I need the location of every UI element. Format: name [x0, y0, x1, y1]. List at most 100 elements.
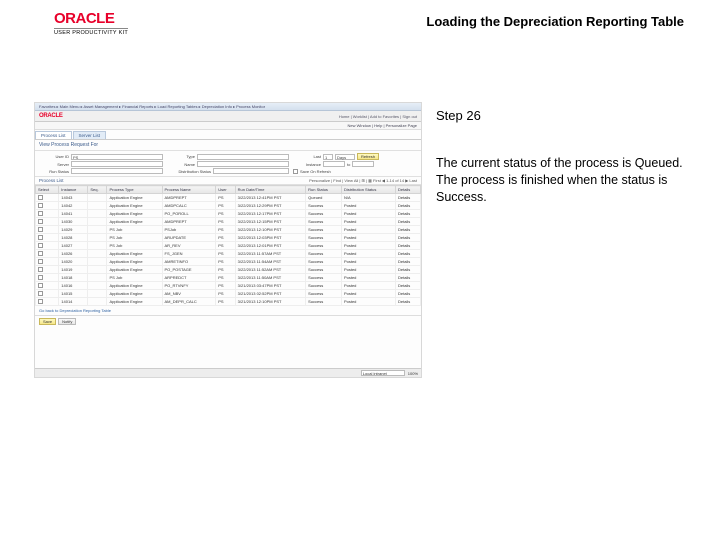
- goback-link[interactable]: Go back to Depreciation Reporting Table: [35, 306, 421, 315]
- cell-details[interactable]: Details: [396, 250, 421, 258]
- userid-input[interactable]: PS: [71, 154, 163, 160]
- cell-select[interactable]: [36, 202, 59, 210]
- cell-select[interactable]: [36, 234, 59, 242]
- filter-section-title: View Process Request For: [35, 140, 421, 151]
- cell-details[interactable]: Details: [396, 218, 421, 226]
- cell-details[interactable]: Details: [396, 202, 421, 210]
- cell-instance[interactable]: 14041: [59, 210, 88, 218]
- cell-details[interactable]: Details: [396, 234, 421, 242]
- cell-dstatus: Posted: [341, 274, 395, 282]
- cell-ptype: Application Engine: [107, 266, 162, 274]
- cell-select[interactable]: [36, 242, 59, 250]
- diststatus-select[interactable]: [213, 168, 289, 174]
- cell-select[interactable]: [36, 218, 59, 226]
- cell-pname: FS_JGEN: [162, 250, 216, 258]
- col-ptype: Process Type: [107, 186, 162, 194]
- cell-details[interactable]: Details: [396, 266, 421, 274]
- cell-rstatus: Success: [306, 234, 342, 242]
- cell-details[interactable]: Details: [396, 290, 421, 298]
- cell-instance[interactable]: 14014: [59, 298, 88, 306]
- cell-instance[interactable]: 14016: [59, 282, 88, 290]
- cell-instance[interactable]: 14042: [59, 202, 88, 210]
- cell-user: PS: [216, 202, 235, 210]
- table-row: 14019Application EnginePO_POSTAGEPS3/22/…: [36, 266, 421, 274]
- cell-select[interactable]: [36, 282, 59, 290]
- window-tools-bar[interactable]: New Window | Help | Personalize Page: [35, 122, 421, 130]
- app-oracle-logo: ORACLE: [39, 113, 63, 119]
- table-header-row: Select Instance Seq. Process Type Proces…: [36, 186, 421, 194]
- cell-details[interactable]: Details: [396, 210, 421, 218]
- cell-ptype: PS Job: [107, 234, 162, 242]
- cell-details[interactable]: Details: [396, 282, 421, 290]
- cell-seq: [88, 290, 107, 298]
- table-row: 14028PS JobARUPDATEPS3/22/2013 12:03PM P…: [36, 234, 421, 242]
- cell-pname: AMDPREPT: [162, 218, 216, 226]
- type-select[interactable]: [197, 154, 289, 160]
- cell-select[interactable]: [36, 210, 59, 218]
- cell-user: PS: [216, 250, 235, 258]
- last-unit-select[interactable]: Days: [335, 154, 355, 160]
- cell-rstatus: Success: [306, 290, 342, 298]
- cell-details[interactable]: Details: [396, 274, 421, 282]
- notify-button[interactable]: Notify: [58, 318, 76, 325]
- cell-rstatus: Success: [306, 210, 342, 218]
- server-select[interactable]: [71, 161, 163, 167]
- table-row: 14015Application EngineAM_NBVPS3/21/2013…: [36, 290, 421, 298]
- cell-seq: [88, 250, 107, 258]
- refresh-button[interactable]: Refresh: [357, 153, 379, 160]
- cell-select[interactable]: [36, 274, 59, 282]
- cell-details[interactable]: Details: [396, 298, 421, 306]
- save-on-refresh-checkbox[interactable]: [293, 169, 298, 174]
- cell-details[interactable]: Details: [396, 258, 421, 266]
- cell-rundt: 3/21/2013 02:52PM PST: [235, 290, 305, 298]
- runstatus-select[interactable]: [71, 168, 163, 174]
- cell-dstatus: Posted: [341, 282, 395, 290]
- cell-instance[interactable]: 14027: [59, 242, 88, 250]
- cell-rstatus: Success: [306, 250, 342, 258]
- last-value-input[interactable]: 1: [323, 154, 333, 160]
- table-row: 14041Application EnginePO_POROLLPS3/22/2…: [36, 210, 421, 218]
- instance-to-input[interactable]: [352, 161, 374, 167]
- cell-select[interactable]: [36, 266, 59, 274]
- cell-instance[interactable]: 14018: [59, 274, 88, 282]
- cell-select[interactable]: [36, 250, 59, 258]
- cell-dstatus: Posted: [341, 226, 395, 234]
- process-list-header: Process List Personalize | Find | View A…: [35, 177, 421, 185]
- tab-server-list[interactable]: Server List: [73, 131, 107, 139]
- cell-dstatus: Posted: [341, 250, 395, 258]
- cell-details[interactable]: Details: [396, 194, 421, 202]
- cell-select[interactable]: [36, 226, 59, 234]
- cell-select[interactable]: [36, 290, 59, 298]
- save-button[interactable]: Save: [39, 318, 56, 325]
- cell-details[interactable]: Details: [396, 242, 421, 250]
- cell-instance[interactable]: 14026: [59, 250, 88, 258]
- oracle-logo-block: ORACLE USER PRODUCTIVITY KIT: [54, 10, 128, 36]
- cell-rstatus: Success: [306, 258, 342, 266]
- cell-select[interactable]: [36, 298, 59, 306]
- col-dstatus: Distribution Status: [341, 186, 395, 194]
- cell-instance[interactable]: 14043: [59, 194, 88, 202]
- cell-dstatus: Posted: [341, 290, 395, 298]
- cell-instance[interactable]: 14029: [59, 226, 88, 234]
- cell-details[interactable]: Details: [396, 226, 421, 234]
- name-input[interactable]: [197, 161, 289, 167]
- process-list-paging[interactable]: Personalize | Find | View All | ⊞ | ▦ Fi…: [309, 178, 417, 183]
- type-label: Type: [167, 154, 195, 159]
- cell-instance[interactable]: 14020: [59, 258, 88, 266]
- cell-dstatus: Posted: [341, 210, 395, 218]
- cell-select[interactable]: [36, 258, 59, 266]
- cell-user: PS: [216, 210, 235, 218]
- cell-instance[interactable]: 14015: [59, 290, 88, 298]
- cell-instance[interactable]: 14030: [59, 218, 88, 226]
- instance-from-input[interactable]: [323, 161, 345, 167]
- cell-ptype: Application Engine: [107, 218, 162, 226]
- app-header-links[interactable]: Home | Worklist | Add to Favorites | Sig…: [339, 114, 417, 119]
- cell-rstatus: Success: [306, 226, 342, 234]
- cell-select[interactable]: [36, 194, 59, 202]
- tab-process-list[interactable]: Process List: [35, 131, 72, 139]
- cell-rstatus: Success: [306, 282, 342, 290]
- cell-instance[interactable]: 14028: [59, 234, 88, 242]
- table-row: 14042Application EngineAMDPCALCPS3/22/20…: [36, 202, 421, 210]
- cell-rstatus: Success: [306, 242, 342, 250]
- cell-instance[interactable]: 14019: [59, 266, 88, 274]
